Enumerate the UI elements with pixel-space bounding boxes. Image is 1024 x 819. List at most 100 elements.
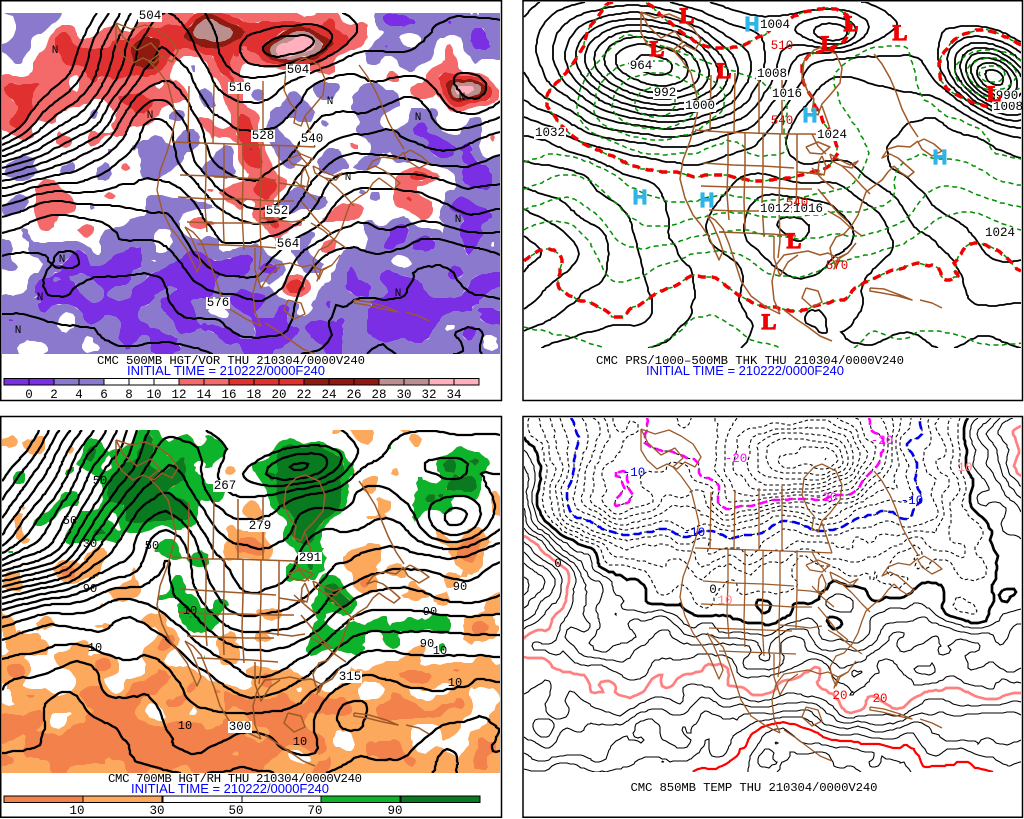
svg-text:L: L — [844, 11, 859, 36]
svg-text:315: 315 — [339, 670, 362, 684]
svg-text:50: 50 — [145, 539, 159, 553]
svg-text:504: 504 — [139, 9, 162, 23]
svg-text:22: 22 — [296, 388, 311, 402]
svg-text:H: H — [933, 147, 947, 169]
svg-text:267: 267 — [214, 479, 237, 493]
svg-text:L: L — [680, 3, 695, 28]
svg-text:L: L — [893, 20, 908, 45]
svg-text:-20: -20 — [815, 491, 838, 505]
svg-text:26: 26 — [346, 388, 361, 402]
svg-text:N: N — [15, 325, 22, 337]
svg-text:CMC 700MB HGT/RH THU 210304/00: CMC 700MB HGT/RH THU 210304/0000V240 — [108, 772, 362, 786]
svg-text:1024: 1024 — [817, 128, 847, 142]
svg-text:CMC PRS/1000–500MB THK THU 210: CMC PRS/1000–500MB THK THU 210304/0000V2… — [596, 354, 904, 368]
svg-text:1012: 1012 — [760, 202, 790, 216]
svg-text:510: 510 — [771, 39, 794, 53]
svg-text:50: 50 — [63, 514, 77, 528]
svg-text:N: N — [59, 254, 66, 266]
svg-text:564: 564 — [277, 237, 300, 251]
svg-text:4: 4 — [75, 388, 83, 402]
svg-text:N: N — [455, 214, 462, 226]
svg-text:-10: -10 — [623, 466, 646, 480]
svg-text:10: 10 — [433, 644, 447, 658]
svg-text:6: 6 — [100, 388, 108, 402]
svg-text:576: 576 — [207, 296, 230, 310]
svg-text:20: 20 — [832, 689, 847, 703]
svg-text:34: 34 — [446, 388, 461, 402]
svg-text:20: 20 — [271, 388, 286, 402]
svg-text:279: 279 — [249, 519, 272, 533]
svg-text:540: 540 — [301, 132, 324, 146]
svg-text:H: H — [745, 14, 759, 36]
svg-text:24: 24 — [321, 388, 336, 402]
svg-text:H: H — [700, 190, 714, 212]
svg-text:1016: 1016 — [772, 87, 802, 101]
svg-text:12: 12 — [171, 388, 186, 402]
svg-text:1032: 1032 — [535, 126, 565, 140]
svg-text:N: N — [459, 92, 466, 104]
svg-text:1008: 1008 — [757, 67, 787, 81]
svg-text:-20: -20 — [871, 434, 894, 448]
svg-text:N: N — [147, 110, 154, 122]
svg-text:0: 0 — [554, 557, 562, 571]
svg-text:H: H — [803, 105, 817, 127]
svg-text:0: 0 — [25, 388, 33, 402]
svg-text:20: 20 — [872, 692, 887, 706]
svg-text:90: 90 — [420, 637, 434, 651]
svg-text:90: 90 — [423, 605, 437, 619]
svg-text:L: L — [650, 36, 665, 61]
svg-text:30: 30 — [83, 537, 97, 551]
svg-text:540: 540 — [771, 114, 794, 128]
svg-text:1004: 1004 — [760, 18, 790, 32]
svg-text:1024: 1024 — [985, 226, 1015, 240]
svg-text:N: N — [415, 112, 422, 124]
svg-text:CMC 500MB HGT/VOR THU 210304/0: CMC 500MB HGT/VOR THU 210304/0000V240 — [97, 354, 365, 368]
svg-text:10: 10 — [957, 461, 972, 475]
svg-text:30: 30 — [396, 388, 411, 402]
svg-text:10: 10 — [293, 735, 307, 749]
svg-text:-10: -10 — [901, 494, 924, 508]
svg-text:N: N — [395, 288, 402, 300]
svg-text:10: 10 — [183, 604, 197, 618]
svg-text:-10: -10 — [683, 526, 706, 540]
svg-text:992: 992 — [654, 86, 677, 100]
svg-text:10: 10 — [717, 594, 732, 608]
svg-text:90: 90 — [453, 580, 467, 594]
svg-text:50: 50 — [228, 804, 243, 818]
svg-text:8: 8 — [125, 388, 133, 402]
svg-text:990: 990 — [996, 89, 1019, 103]
svg-text:70: 70 — [307, 804, 322, 818]
svg-text:504: 504 — [287, 63, 310, 77]
svg-text:N: N — [327, 96, 334, 108]
svg-text:30: 30 — [149, 804, 164, 818]
svg-text:INITIAL TIME = 210222/0000F240: INITIAL TIME = 210222/0000F240 — [646, 363, 844, 378]
svg-text:528: 528 — [252, 129, 275, 143]
svg-text:L: L — [717, 58, 732, 83]
svg-text:CMC 850MB TEMP THU 210304/0000: CMC 850MB TEMP THU 210304/0000V240 — [631, 781, 878, 795]
svg-text:32: 32 — [421, 388, 436, 402]
svg-text:50: 50 — [93, 474, 107, 488]
svg-text:N: N — [37, 292, 44, 304]
svg-text:10: 10 — [146, 388, 161, 402]
svg-text:H: H — [633, 187, 647, 209]
svg-text:552: 552 — [266, 204, 289, 218]
svg-text:L: L — [787, 228, 802, 253]
svg-text:N: N — [345, 172, 352, 184]
svg-text:0: 0 — [709, 583, 717, 597]
svg-text:540: 540 — [786, 196, 809, 210]
svg-text:L: L — [762, 309, 777, 334]
svg-text:1000: 1000 — [685, 99, 715, 113]
svg-text:516: 516 — [229, 81, 252, 95]
svg-text:INITIAL TIME = 210222/0000F240: INITIAL TIME = 210222/0000F240 — [131, 781, 329, 796]
svg-text:300: 300 — [229, 720, 252, 734]
svg-text:14: 14 — [196, 388, 211, 402]
svg-text:28: 28 — [371, 388, 386, 402]
svg-text:2: 2 — [50, 388, 58, 402]
svg-text:1016: 1016 — [793, 202, 823, 216]
svg-text:10: 10 — [88, 641, 102, 655]
svg-text:16: 16 — [221, 388, 236, 402]
svg-text:10: 10 — [448, 676, 462, 690]
svg-text:90: 90 — [387, 804, 402, 818]
svg-text:1008: 1008 — [993, 100, 1023, 114]
svg-text:L: L — [821, 31, 836, 56]
